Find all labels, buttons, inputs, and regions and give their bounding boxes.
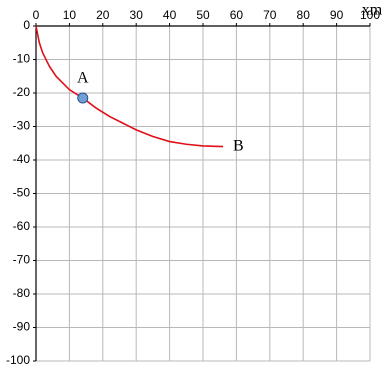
y-tick-label: -20 [13, 85, 31, 99]
x-tick-label: 90 [330, 8, 344, 22]
y-tick-label: -40 [13, 152, 31, 166]
y-tick-label: 0 [23, 18, 30, 32]
x-tick-label: 70 [263, 8, 277, 22]
curve [35, 25, 224, 148]
y-tick-label: -50 [13, 186, 31, 200]
x-tick-label: 50 [196, 8, 210, 22]
y-tick-label: -100 [6, 353, 30, 367]
x-tick-label: 10 [63, 8, 77, 22]
x-tick-label: 0 [33, 8, 40, 22]
x-tick-label: 40 [163, 8, 177, 22]
x-tick-label: 100 [360, 8, 380, 22]
y-tick-label: -10 [13, 52, 31, 66]
y-tick-label: -90 [13, 320, 31, 334]
x-tick-label: 20 [96, 8, 110, 22]
y-tick-label: -70 [13, 253, 31, 267]
y-tick-label: -30 [13, 119, 31, 133]
point-marker [77, 92, 89, 104]
x-tick-label: 80 [297, 8, 311, 22]
x-axis-label: xm [362, 2, 383, 19]
y-tick-label: -60 [13, 219, 31, 233]
annotation: A [77, 70, 89, 87]
annotation: B [233, 137, 244, 154]
x-tick-label: 30 [130, 8, 144, 22]
y-tick-label: -80 [13, 286, 31, 300]
x-tick-label: 60 [230, 8, 244, 22]
